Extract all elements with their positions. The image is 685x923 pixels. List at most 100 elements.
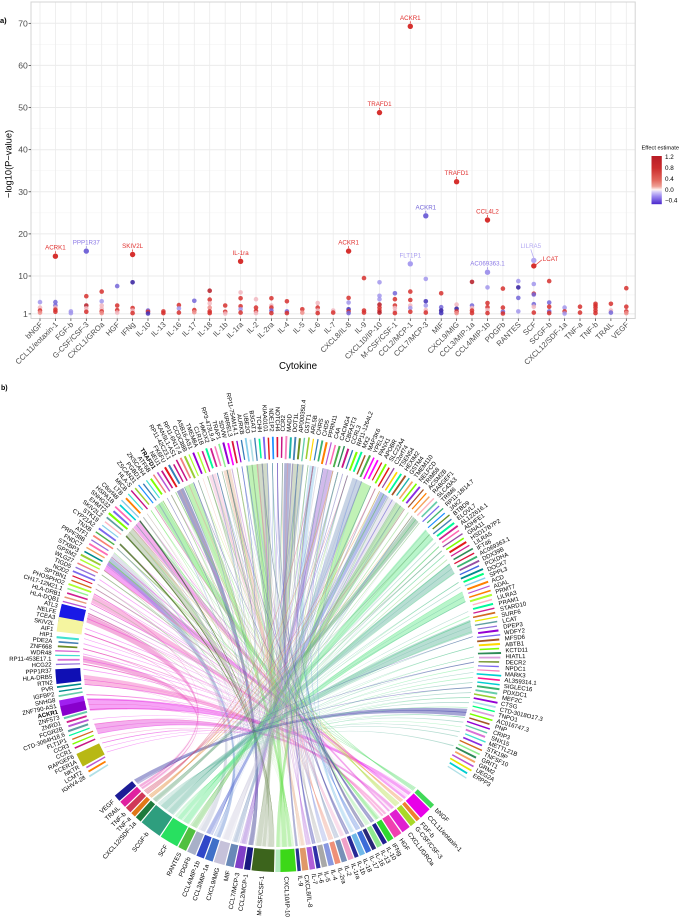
svg-text:PPP1R37: PPP1R37 bbox=[73, 240, 101, 247]
svg-text:SDVW: SDVW bbox=[217, 420, 227, 439]
svg-text:20: 20 bbox=[18, 229, 28, 239]
svg-text:KIRREL3: KIRREL3 bbox=[221, 412, 232, 438]
svg-text:SKIV2L: SKIV2L bbox=[34, 618, 56, 627]
svg-text:HIP1: HIP1 bbox=[39, 632, 54, 639]
svg-text:SURF6: SURF6 bbox=[501, 609, 522, 619]
svg-text:NPDC1: NPDC1 bbox=[505, 666, 526, 673]
svg-text:IL-6: IL-6 bbox=[316, 872, 325, 884]
svg-text:IL-1ra: IL-1ra bbox=[233, 250, 250, 257]
svg-text:DPEP3: DPEP3 bbox=[503, 622, 524, 631]
svg-text:CCL4L2: CCL4L2 bbox=[476, 209, 499, 216]
svg-text:1: 1 bbox=[23, 309, 28, 319]
svg-text:−log10(P−value): −log10(P−value) bbox=[4, 130, 14, 198]
svg-text:IL-4: IL-4 bbox=[329, 869, 339, 882]
svg-text:ACKR1: ACKR1 bbox=[37, 709, 59, 720]
svg-text:CXCL10/IP-10: CXCL10/IP-10 bbox=[282, 876, 290, 917]
svg-text:LILRA3: LILRA3 bbox=[497, 590, 519, 601]
svg-text:C4A: C4A bbox=[334, 427, 343, 440]
svg-text:0.4: 0.4 bbox=[665, 176, 674, 183]
svg-text:KCTD11: KCTD11 bbox=[505, 648, 528, 655]
svg-text:MADD: MADD bbox=[287, 413, 294, 432]
svg-text:HLA-DRB5: HLA-DRB5 bbox=[22, 674, 53, 682]
svg-text:50: 50 bbox=[18, 103, 28, 113]
svg-text:0.8: 0.8 bbox=[665, 165, 674, 172]
svg-text:ACKR1: ACKR1 bbox=[415, 204, 436, 211]
svg-text:FLT1P1: FLT1P1 bbox=[400, 252, 422, 259]
svg-text:ACRK1: ACRK1 bbox=[45, 245, 66, 252]
svg-text:CTSG: CTSG bbox=[500, 702, 518, 711]
svg-text:CCR2: CCR2 bbox=[281, 414, 287, 431]
svg-text:IL-9: IL-9 bbox=[296, 875, 304, 887]
svg-text:DECR2: DECR2 bbox=[505, 660, 526, 666]
svg-text:GSTT1: GSTT1 bbox=[304, 413, 312, 434]
svg-text:PPP1R37: PPP1R37 bbox=[25, 669, 52, 676]
svg-text:IL-7: IL-7 bbox=[310, 873, 319, 885]
svg-text:PDE2A: PDE2A bbox=[32, 637, 52, 644]
svg-text:AP000350.4: AP000350.4 bbox=[299, 399, 308, 433]
svg-text:MARK3: MARK3 bbox=[505, 672, 527, 679]
svg-text:MIF: MIF bbox=[223, 870, 232, 882]
svg-text:LTB: LTB bbox=[112, 485, 124, 497]
svg-text:ARL5B: ARL5B bbox=[310, 415, 319, 435]
svg-text:PRAM1: PRAM1 bbox=[498, 596, 520, 607]
svg-text:PRMT7: PRMT7 bbox=[495, 584, 517, 596]
svg-text:IL-2: IL-2 bbox=[342, 865, 352, 878]
svg-text:PPRN11: PPRN11 bbox=[328, 414, 339, 438]
svg-text:CXCL8/IL-8: CXCL8/IL-8 bbox=[302, 874, 313, 908]
svg-text:HCG22: HCG22 bbox=[32, 663, 53, 670]
svg-text:RP11-453E17.1: RP11-453E17.1 bbox=[9, 657, 52, 663]
svg-text:ACKR1: ACKR1 bbox=[338, 240, 359, 247]
svg-text:AC069363.1: AC069363.1 bbox=[470, 261, 505, 268]
svg-text:ACKR1: ACKR1 bbox=[400, 15, 421, 22]
svg-text:CHD5: CHD5 bbox=[322, 419, 331, 437]
svg-text:TRAFD1: TRAFD1 bbox=[367, 101, 392, 108]
svg-text:DOT1L: DOT1L bbox=[293, 412, 300, 432]
svg-text:Cytokine: Cytokine bbox=[279, 361, 318, 372]
svg-text:60: 60 bbox=[18, 60, 28, 70]
svg-text:NDE1P2: NDE1P2 bbox=[267, 408, 274, 432]
svg-text:PVR: PVR bbox=[41, 686, 55, 694]
svg-text:CHRS: CHRS bbox=[316, 418, 325, 436]
svg-text:NOTCH4: NOTCH4 bbox=[274, 407, 280, 432]
svg-text:WDFY2: WDFY2 bbox=[504, 628, 526, 636]
svg-text:AURKB: AURKB bbox=[235, 414, 244, 435]
svg-text:1.2: 1.2 bbox=[665, 154, 674, 161]
svg-text:a): a) bbox=[0, 16, 7, 25]
svg-text:TCHH: TCHH bbox=[255, 415, 262, 432]
svg-text:b): b) bbox=[1, 385, 8, 392]
svg-text:ATL3: ATL3 bbox=[43, 601, 59, 610]
svg-text:SIGLEC16: SIGLEC16 bbox=[503, 684, 533, 694]
svg-text:LILRA5: LILRA5 bbox=[520, 243, 541, 250]
svg-text:KIAA0101: KIAA0101 bbox=[260, 405, 268, 433]
svg-text:TCEA3: TCEA3 bbox=[36, 612, 57, 621]
svg-text:Effect estimate: Effect estimate bbox=[642, 146, 680, 152]
svg-text:IL-2ra: IL-2ra bbox=[336, 867, 347, 885]
svg-text:B3GAT1: B3GAT1 bbox=[248, 410, 257, 434]
svg-text:PDXDC1: PDXDC1 bbox=[502, 690, 528, 700]
svg-text:−0.4: −0.4 bbox=[665, 198, 678, 205]
svg-text:TRAP1: TRAP1 bbox=[210, 420, 221, 441]
svg-text:NELFE: NELFE bbox=[37, 606, 57, 616]
svg-text:HIATL1: HIATL1 bbox=[505, 654, 526, 660]
svg-text:IL-5: IL-5 bbox=[322, 871, 331, 884]
svg-text:40: 40 bbox=[18, 145, 28, 155]
svg-text:ABTB1: ABTB1 bbox=[505, 641, 525, 648]
svg-text:ACD: ACD bbox=[491, 574, 506, 584]
svg-text:ZNRD1: ZNRD1 bbox=[41, 721, 63, 733]
svg-text:IL-1b: IL-1b bbox=[355, 860, 367, 876]
svg-text:WDR48: WDR48 bbox=[31, 650, 53, 656]
svg-text:SNHG8: SNHG8 bbox=[35, 698, 57, 708]
svg-text:LCAT: LCAT bbox=[502, 616, 518, 624]
svg-text:30: 30 bbox=[18, 187, 28, 197]
svg-text:AL359314.1: AL359314.1 bbox=[504, 678, 537, 687]
svg-text:TRAFD1: TRAFD1 bbox=[445, 170, 470, 177]
svg-text:ZNF668: ZNF668 bbox=[30, 644, 53, 651]
svg-text:LCAT: LCAT bbox=[543, 256, 559, 263]
svg-text:TNPO1: TNPO1 bbox=[497, 713, 519, 724]
svg-text:70: 70 bbox=[18, 18, 28, 28]
svg-text:10: 10 bbox=[18, 271, 28, 281]
svg-text:STARD10: STARD10 bbox=[500, 601, 528, 613]
svg-text:UBE2O: UBE2O bbox=[241, 413, 250, 434]
svg-text:MX2: MX2 bbox=[362, 435, 372, 449]
svg-text:ADAL: ADAL bbox=[493, 579, 510, 590]
